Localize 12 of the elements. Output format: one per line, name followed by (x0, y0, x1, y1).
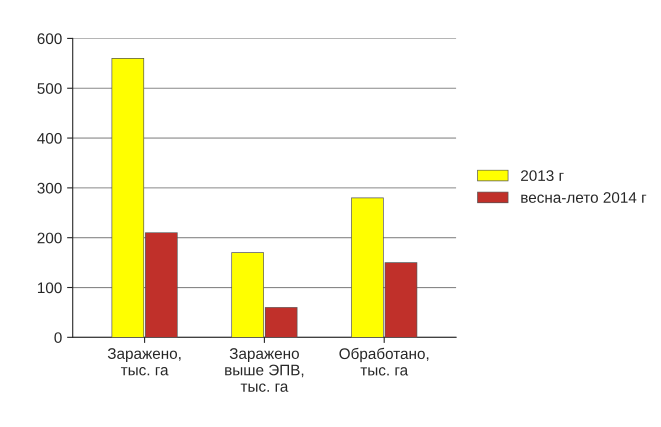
x-tick-label: Заражено, тыс. га (108, 348, 181, 376)
y-tick-label: 200 (38, 232, 62, 244)
x-tick-label: Заражено выше ЭПВ, тыс. га (225, 348, 304, 392)
y-tick-label: 100 (38, 282, 62, 294)
x-tick-label: Обработано, тыс. га (339, 348, 428, 376)
y-tick-label: 0 (54, 332, 62, 344)
y-tick-label: 600 (38, 33, 62, 44)
legend-label: весна-лето 2014 г (521, 192, 646, 203)
y-tick-label: 300 (37, 182, 62, 194)
y-tick-label: 400 (37, 132, 62, 144)
legend-label: 2013 г (521, 170, 564, 182)
y-tick-label: 500 (37, 83, 62, 94)
